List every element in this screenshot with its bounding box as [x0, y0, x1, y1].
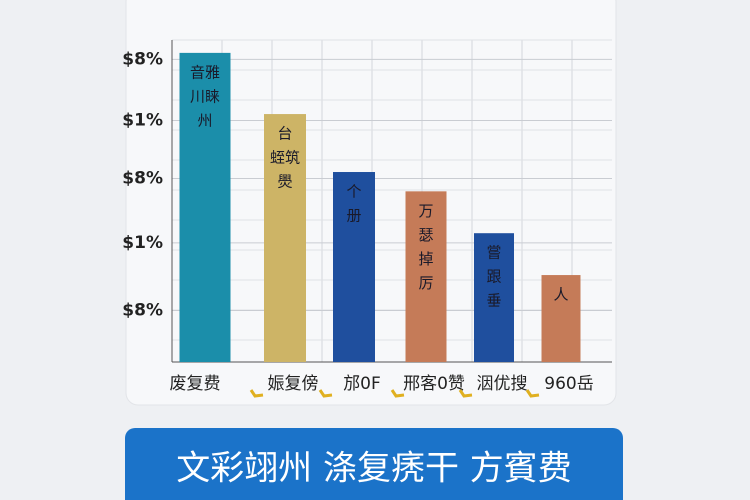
bar-label: 跟	[486, 268, 501, 286]
bar-label: 蛭筑	[270, 149, 300, 167]
bar	[405, 191, 447, 362]
x-tick-label: 960岳	[544, 374, 593, 394]
x-tick-label: 废复费	[170, 374, 221, 394]
bar	[541, 275, 581, 362]
x-tick-icon	[249, 389, 264, 398]
bar-label: 垂	[486, 292, 501, 310]
x-tick-label: 邢客0赞	[403, 374, 465, 394]
bar-label: 州	[197, 111, 212, 129]
bar-label: 掉	[418, 250, 433, 268]
bar-label: 人	[553, 286, 568, 304]
banner-box	[125, 428, 623, 500]
x-tick-icon	[318, 389, 333, 398]
x-tick-label: 洇优搜	[477, 374, 528, 394]
x-tick-icon	[525, 389, 540, 398]
bar	[333, 172, 375, 362]
bar	[179, 52, 231, 362]
bar	[474, 233, 514, 362]
y-tick-label: $1%	[122, 233, 163, 253]
bar-label: 个	[346, 183, 361, 201]
bar-label: 册	[346, 207, 361, 225]
bar-label: 川睐	[190, 87, 220, 105]
bar-label: 嘗	[486, 244, 501, 262]
bar-label: 万	[418, 202, 433, 220]
x-tick-icon	[390, 389, 405, 398]
bar-label: 音雅	[190, 63, 220, 81]
banner-text: 文彩翊州 涤复痜干 方賓费	[176, 449, 572, 489]
bar-label: 厉	[418, 274, 433, 292]
bar	[264, 114, 306, 362]
x-tick-label: 邡0F	[343, 374, 381, 394]
bar-label: 瑟	[418, 226, 433, 244]
y-tick-label: $1%	[122, 111, 163, 131]
y-tick-label: $8%	[122, 49, 163, 69]
y-tick-label: $8%	[122, 300, 163, 320]
bar-label: 爂	[277, 173, 292, 191]
x-tick-label: 娠复傍	[268, 374, 319, 394]
x-tick-icon	[458, 389, 473, 398]
bar-label: 台	[277, 125, 292, 143]
y-tick-label: $8%	[122, 168, 163, 188]
